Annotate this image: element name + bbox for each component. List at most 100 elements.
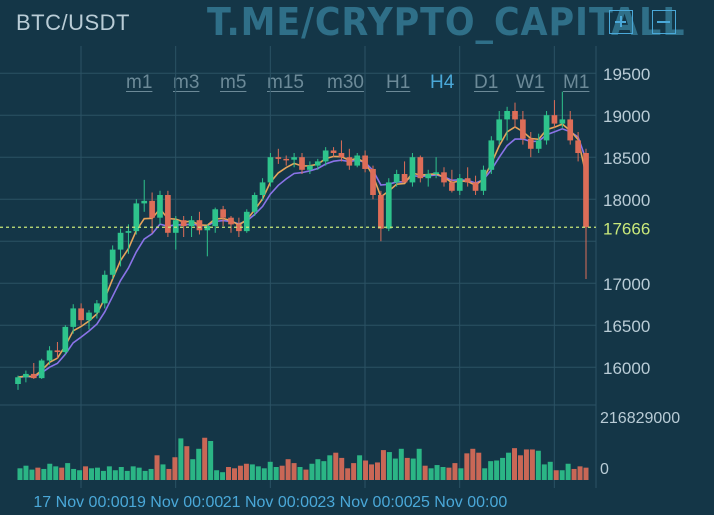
price-tick-label: 16500 — [603, 317, 650, 336]
tab-m1[interactable]: m1 — [126, 72, 153, 93]
candle-body — [283, 158, 290, 161]
volume-bar — [71, 468, 77, 480]
date-label: 19 Nov 00:00 — [128, 494, 223, 511]
candle-body — [417, 157, 424, 179]
candle-body — [385, 182, 392, 229]
date-label: 23 Nov 00:00 — [317, 494, 412, 511]
zoom-in-button[interactable] — [609, 10, 633, 34]
price-tick-label: 16000 — [603, 359, 650, 378]
volume-bar — [202, 437, 208, 480]
volume-bar — [112, 470, 118, 480]
volume-bar — [88, 468, 94, 480]
date-label: 25 Nov 00:00 — [412, 494, 507, 511]
date-label: 17 Nov 00:00 — [33, 494, 128, 511]
volume-bar — [482, 468, 488, 480]
volume-bar — [47, 463, 53, 480]
volume-min-label: 0 — [600, 461, 609, 478]
candle-body — [362, 155, 368, 169]
candle-body — [86, 312, 92, 321]
volume-bar — [440, 467, 446, 480]
volume-bar — [357, 455, 363, 480]
volume-bar — [35, 467, 41, 480]
volume-bar — [291, 463, 297, 480]
volume-bar — [583, 467, 589, 480]
candle-body — [133, 203, 140, 232]
volume-bar — [512, 448, 518, 480]
tab-mn1[interactable]: M1 — [563, 72, 590, 93]
volume-bar — [452, 463, 458, 480]
tab-m5[interactable]: m5 — [220, 72, 247, 93]
candle-body — [559, 119, 566, 124]
candle-body — [15, 377, 21, 384]
volume-bar — [124, 470, 130, 480]
volume-bar — [285, 459, 291, 480]
volume-bar — [476, 452, 482, 480]
volume-bar — [565, 463, 571, 480]
candle-body — [23, 373, 29, 378]
volume-bar — [380, 450, 386, 480]
candle-body — [62, 326, 69, 353]
tab-d1[interactable]: D1 — [474, 72, 499, 93]
candle-body — [165, 195, 171, 233]
volume-bar — [309, 463, 315, 480]
volume-bar — [351, 463, 357, 480]
volume-bar — [398, 448, 404, 480]
candle-body — [378, 195, 384, 229]
volume-bar — [273, 467, 279, 480]
candle-body — [575, 140, 581, 153]
candle-body — [220, 209, 226, 218]
volume-bar — [208, 441, 214, 480]
candle-body — [456, 178, 463, 191]
volume-bar — [422, 465, 428, 480]
volume-bar — [464, 453, 470, 480]
volume-bar — [106, 466, 112, 480]
price-tick-label: 17000 — [603, 275, 650, 294]
tab-m30[interactable]: m30 — [327, 72, 364, 93]
tab-h1[interactable]: H1 — [386, 72, 411, 93]
candle-body — [535, 140, 542, 149]
candle-body — [520, 119, 526, 139]
volume-bar — [142, 470, 148, 480]
volume-bar — [553, 470, 559, 480]
volume-bar — [226, 467, 232, 480]
volume-bar — [494, 460, 500, 480]
price-tick-label: 19000 — [603, 107, 650, 126]
candle-body — [251, 195, 258, 212]
volume-bar — [458, 468, 464, 480]
candle-body — [370, 168, 376, 195]
candle-body — [275, 157, 282, 159]
volume-bar — [386, 452, 392, 480]
zoom-out-button[interactable] — [652, 10, 676, 34]
volume-bar — [23, 465, 29, 480]
candle-body — [109, 249, 116, 275]
volume-bar — [428, 468, 434, 480]
candle-body — [322, 150, 329, 162]
tab-m15[interactable]: m15 — [267, 72, 304, 93]
volume-bar — [166, 468, 172, 480]
tab-m3[interactable]: m3 — [173, 72, 200, 93]
timeframe-bar: m1 m3 m5 m15 m30 H1 H4 D1 W1 M1 — [0, 72, 600, 100]
volume-bar — [148, 468, 154, 480]
candle-body — [480, 169, 487, 191]
tab-h4[interactable]: H4 — [430, 72, 455, 93]
candle-body — [488, 140, 495, 170]
volume-bar — [339, 457, 345, 480]
volume-bar — [172, 457, 178, 480]
volume-bar — [83, 466, 89, 480]
tab-w1[interactable]: W1 — [516, 72, 545, 93]
volume-bar — [374, 462, 380, 480]
chart-header: BTC/USDT T.ME/CRYPTO_CAPITALL — [0, 0, 714, 46]
volume-bar — [178, 438, 184, 480]
candle-body — [472, 182, 479, 191]
candle-body — [46, 350, 53, 361]
volume-bar — [404, 457, 410, 480]
candle-body — [551, 115, 558, 124]
volume-bar — [160, 464, 166, 480]
volume-bar — [41, 468, 47, 480]
volume-bar — [446, 467, 452, 480]
volume-bar — [500, 457, 506, 480]
candle-body — [307, 165, 313, 170]
volume-bar — [190, 459, 196, 480]
candle-body — [496, 119, 503, 141]
